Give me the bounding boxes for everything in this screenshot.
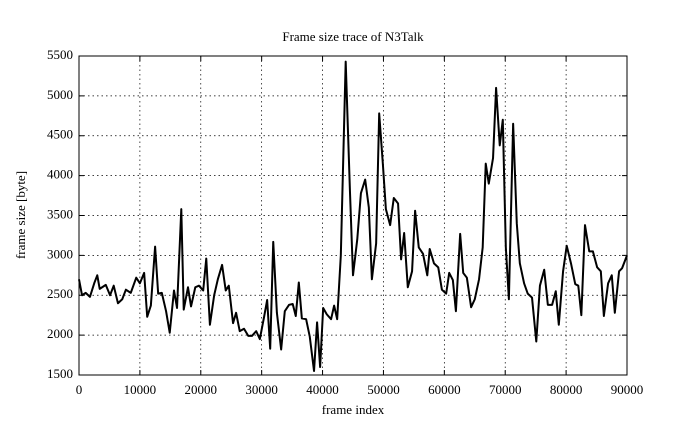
y-tick-label: 5000 — [47, 87, 73, 102]
y-tick-label: 4500 — [47, 127, 73, 142]
x-tick-label: 10000 — [124, 382, 157, 397]
x-tick-label: 20000 — [185, 382, 218, 397]
y-tick-label: 2000 — [47, 326, 73, 341]
x-tick-label: 90000 — [611, 382, 644, 397]
y-axis-label: frame size [byte] — [13, 171, 28, 259]
x-tick-label: 70000 — [489, 382, 522, 397]
data-line — [78, 60, 628, 373]
y-tick-label: 1500 — [47, 366, 73, 381]
x-tick-label: 50000 — [367, 382, 400, 397]
y-tick-label: 3000 — [47, 246, 73, 261]
y-tick-label: 2500 — [47, 286, 73, 301]
y-tick-label: 4000 — [47, 167, 73, 182]
x-tick-label: 40000 — [306, 382, 339, 397]
chart-title: Frame size trace of N3Talk — [282, 29, 424, 44]
x-tick-label: 80000 — [550, 382, 583, 397]
x-axis-label: frame index — [322, 402, 385, 417]
x-tick-label: 60000 — [428, 382, 461, 397]
x-tick-label: 30000 — [245, 382, 278, 397]
y-tick-label: 3500 — [47, 206, 73, 221]
y-tick-label: 5500 — [47, 47, 73, 62]
x-tick-label: 0 — [76, 382, 83, 397]
